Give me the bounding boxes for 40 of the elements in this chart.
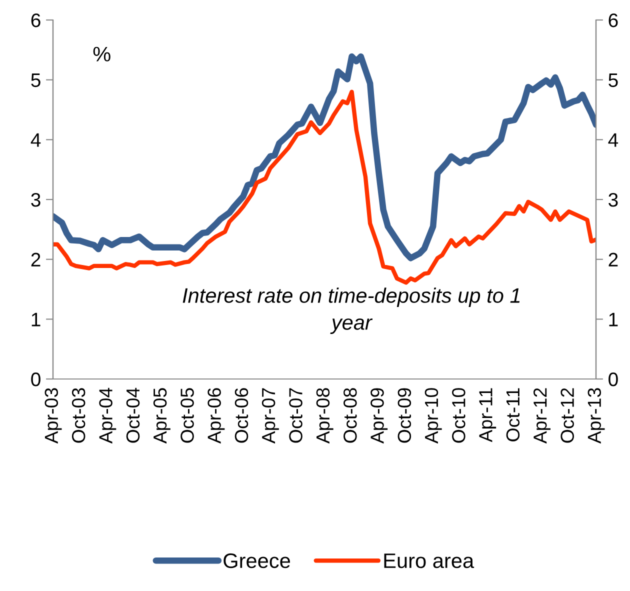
y-axis-title: % (93, 46, 110, 62)
y-tick-label: 5 (31, 74, 40, 88)
x-tick-label: Apr-03 (44, 388, 62, 444)
x-tick-label: Apr-12 (534, 388, 550, 444)
y2-tick-label: 5 (608, 74, 618, 88)
x-tick-label: Oct-09 (398, 388, 412, 443)
annotation: Interest rate on time-deposits up to 1 year (182, 288, 520, 334)
x-tick-label: Oct-05 (180, 388, 194, 443)
x-tick-label: Oct-06 (234, 388, 248, 443)
x-tick-label: Apr-04 (99, 388, 116, 444)
y-tick-label: 0 (31, 372, 40, 386)
y2-tick-label: 6 (608, 13, 618, 28)
y2-tick-label: 4 (608, 133, 618, 147)
legend-label: Greece (224, 553, 290, 568)
legend-label: Euro area (384, 554, 474, 568)
y-tick-label: 2 (31, 252, 40, 266)
y2-tick-label: 3 (608, 192, 618, 207)
x-tick-label: Oct-07 (289, 388, 302, 443)
x-tick-label: Oct-04 (126, 388, 140, 443)
x-tick-label: Oct-08 (344, 388, 357, 443)
y2-tick-label: 2 (608, 252, 618, 266)
x-tick-label: Apr-09 (370, 388, 388, 444)
x-tick-label: Oct-12 (560, 388, 574, 443)
x-tick-label: Apr-11 (479, 388, 496, 442)
y2-tick-label: 0 (608, 372, 618, 386)
x-tick-label: Oct-10 (452, 388, 466, 443)
y-tick-label: 3 (31, 192, 40, 207)
x-tick-label: Apr-05 (153, 388, 170, 444)
y2-tick-label: 1 (609, 312, 618, 326)
x-tick-label: Apr-06 (208, 388, 225, 444)
y-tick-label: 4 (30, 133, 41, 147)
x-tick-label: Oct-03 (72, 388, 86, 443)
x-tick-label: Apr-10 (424, 388, 442, 444)
line-series (53, 90, 596, 285)
y-tick-label: 1 (32, 312, 40, 326)
x-tick-label: Oct-11 (506, 388, 520, 442)
x-tick-label: Apr-13 (588, 388, 605, 444)
x-tick-label: Apr-07 (262, 388, 279, 444)
x-tick-label: Apr-08 (316, 388, 334, 444)
y-tick-label: 6 (31, 13, 40, 28)
